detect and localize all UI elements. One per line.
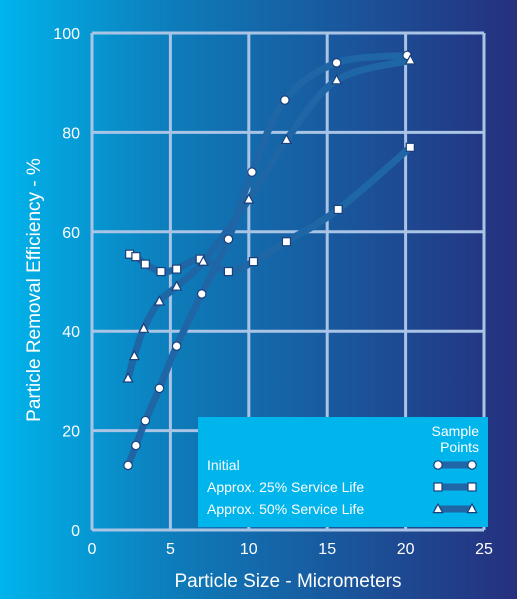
series-2-point-4 — [171, 280, 183, 291]
series-2-point-0 — [122, 372, 134, 383]
series-1-point-2 — [140, 259, 150, 269]
series-0-point-3 — [154, 383, 165, 394]
legend-marker-left-2 — [432, 502, 444, 514]
y-axis-label: Particle Removal Efficiency - % — [24, 158, 45, 422]
series-0-point-1 — [131, 440, 141, 451]
x-tick-label-5: 25 — [475, 541, 493, 558]
series-0-point-8 — [280, 95, 290, 105]
series-0-point-2 — [140, 415, 151, 426]
series-line-2 — [124, 56, 414, 382]
legend-label-25-service-life: Approx. 25% Service Life — [207, 479, 364, 495]
y-tick-label-1: 20 — [62, 424, 80, 441]
legend-samples — [432, 460, 478, 514]
y-tick-label-4: 80 — [62, 125, 80, 142]
y-tick-label-0: 0 — [71, 523, 80, 540]
x-tick-label-3: 15 — [318, 541, 336, 558]
y-tick-label-3: 60 — [62, 225, 80, 242]
series-2-point-3 — [153, 295, 166, 306]
series-2-point-7 — [280, 133, 293, 145]
y-tick-label-2: 40 — [62, 324, 80, 341]
x-tick-label-2: 10 — [240, 541, 258, 558]
x-tick-label-0: 0 — [88, 541, 97, 558]
legend-label-50-service-life: Approx. 50% Service Life — [207, 501, 364, 517]
legend-header-sample: Sample — [432, 423, 480, 439]
series-0-point-7 — [247, 167, 257, 177]
series-1-point-8 — [281, 237, 292, 247]
series-0-point-6 — [223, 234, 234, 245]
x-axis-label: Particle Size - Micrometers — [175, 571, 402, 592]
series-2-point-1 — [128, 349, 140, 361]
series-2-point-5 — [197, 255, 209, 266]
legend-label-initial: Initial — [207, 457, 240, 473]
legend-marker-right-2 — [466, 502, 478, 514]
series-1-point-3 — [156, 266, 166, 277]
y-tick-label-5: 100 — [53, 26, 80, 43]
series-2-point-2 — [138, 322, 150, 333]
legend-header-points: Points — [440, 439, 479, 455]
series-1-point-4 — [172, 264, 182, 274]
series-1-point-6 — [223, 266, 234, 277]
series-0-point-0 — [123, 460, 133, 471]
series-1-point-9 — [333, 204, 343, 215]
series-2-point-9 — [404, 54, 416, 65]
legend-marker-right-1 — [467, 482, 477, 492]
axis-ticks: 0 5 10 15 20 25 0 20 40 60 80 100 — [53, 26, 493, 558]
series-markers — [122, 50, 416, 471]
legend-marker-right-0 — [467, 460, 477, 470]
x-tick-label-4: 20 — [397, 541, 415, 558]
series-1-point-7 — [248, 257, 259, 267]
legend: Sample Points Initial Approx. 25% Servic… — [198, 417, 488, 527]
x-tick-label-1: 5 — [166, 541, 175, 558]
series-line-0 — [124, 51, 411, 469]
series-0-point-4 — [171, 341, 182, 351]
series-2-point-8 — [331, 73, 343, 85]
series-1-point-1 — [131, 252, 141, 262]
legend-marker-left-1 — [433, 482, 443, 492]
legend-marker-left-0 — [433, 460, 443, 470]
series-0-point-5 — [196, 289, 207, 299]
series-1-point-10 — [405, 142, 415, 152]
series-2-point-6 — [243, 193, 255, 204]
series-0-point-9 — [331, 58, 342, 68]
